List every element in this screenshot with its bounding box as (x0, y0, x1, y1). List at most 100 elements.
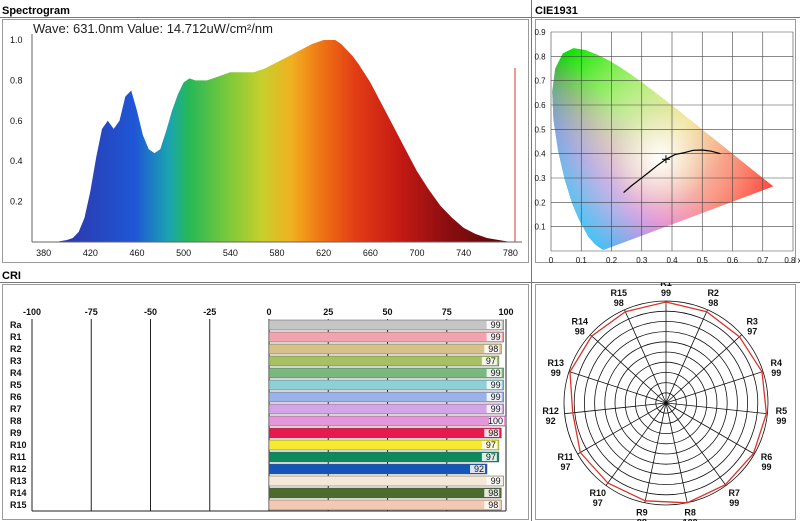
cie-x-tick: 0.8 x (784, 256, 800, 265)
radar-value-label: 99 (771, 368, 781, 378)
cri-value-label: 98 (488, 344, 498, 354)
radar-category-label: R3 (746, 316, 758, 326)
spectrum-readout: Wave: 631.0nm Value: 14.712uW/cm²/nm (33, 21, 273, 36)
radar-category-label: R12 (542, 406, 559, 416)
radar-spoke (665, 402, 727, 486)
radar-value-label: 97 (560, 462, 570, 472)
cri-value-label: 98 (488, 500, 498, 510)
cri-category-label: R7 (10, 404, 22, 414)
cri-value-bg (486, 333, 502, 341)
cri-category-label: R8 (10, 416, 22, 426)
cie-gamut-white (552, 48, 774, 250)
cri-x-tick: -50 (144, 307, 157, 317)
cri-value-bg (470, 465, 486, 473)
radar-spoke (665, 371, 764, 404)
cri-bar (268, 499, 502, 511)
cri-bar (268, 451, 500, 463)
cri-bar (268, 319, 504, 331)
cri-bar (268, 367, 504, 379)
cri-category-label: R15 (10, 500, 27, 510)
radar-value-label: 99 (776, 416, 786, 426)
vertical-separator (531, 0, 532, 521)
cie-y-tick: 0.3 (534, 174, 546, 183)
cri-bar (268, 331, 504, 343)
cri-category-label: R5 (10, 380, 22, 390)
cri-radar-chart: R199R298R397R499R599R699R799R8100R998R10… (542, 283, 788, 521)
radar-spoke (564, 402, 667, 415)
cri-value-label: 99 (491, 380, 501, 390)
spectrum-x-tick: 380 (36, 248, 51, 258)
radar-spoke (665, 402, 768, 415)
cri-category-label: R11 (10, 452, 26, 462)
cri-bar (268, 391, 504, 403)
cri-value-label: 99 (491, 476, 501, 486)
cri-category-label: R13 (10, 476, 27, 486)
cri-value-label: 99 (491, 392, 501, 402)
radar-spoke (589, 334, 667, 404)
radar-category-label: R8 (684, 508, 696, 518)
cri-panel-title: CRI (2, 270, 21, 282)
spectrum-x-tick: 660 (363, 248, 378, 258)
spectrum-y-tick: 0.4 (10, 156, 23, 166)
radar-category-label: R4 (771, 358, 783, 368)
cri-bar (268, 463, 488, 475)
radar-value-label: 99 (551, 368, 561, 378)
top-separator (0, 17, 800, 18)
cri-category-label: R9 (10, 428, 22, 438)
cri-value-label: 98 (488, 428, 498, 438)
cri-bar (268, 343, 502, 355)
cri-x-tick: 75 (442, 307, 452, 317)
cri-category-label: R3 (10, 356, 22, 366)
cie-x-tick: 0.5 (697, 256, 709, 265)
spectrum-x-tick: 540 (223, 248, 238, 258)
cri-bar (268, 439, 500, 451)
radar-spoke (568, 371, 667, 404)
radar-value-label: 98 (708, 298, 718, 308)
radar-value-label: 100 (683, 518, 698, 521)
radar-value-label: 99 (761, 462, 771, 472)
spectrum-area (43, 40, 511, 242)
cri-value-bg (486, 393, 502, 401)
cri-value-bg (484, 345, 500, 353)
cri-value-label: 99 (491, 404, 501, 414)
cri-value-bg (481, 441, 497, 449)
radar-spoke (665, 309, 708, 404)
radar-category-label: R5 (776, 406, 788, 416)
cie-y-tick: 0.6 (534, 101, 546, 110)
cri-value-bg (484, 429, 500, 437)
radar-value-label: 92 (546, 416, 556, 426)
cri-x-tick: -75 (85, 307, 98, 317)
radar-category-label: R9 (636, 508, 648, 518)
radar-category-label: R14 (572, 316, 589, 326)
cie-y-tick: 0.1 (534, 223, 546, 232)
radar-category-label: R15 (611, 288, 628, 298)
cri-value-label: 97 (486, 356, 496, 366)
cie-x-tick: 0.1 (576, 256, 588, 265)
radar-spoke (665, 334, 743, 404)
cie-planckian-locus (623, 149, 721, 194)
cri-x-tick: 100 (498, 307, 513, 317)
radar-value-label: 97 (747, 326, 757, 336)
radar-category-label: R7 (728, 488, 740, 498)
cri-bar (268, 403, 504, 415)
cri-value-label: 97 (486, 452, 496, 462)
radar-values-outline (569, 301, 768, 504)
radar-category-label: R6 (761, 452, 773, 462)
cri-value-bg (486, 477, 502, 485)
cie-x-tick: 0 (549, 256, 554, 265)
cri-x-tick: 50 (382, 307, 392, 317)
spectrum-x-tick: 620 (316, 248, 331, 258)
radar-spoke (624, 309, 667, 404)
spectrum-x-tick: 420 (83, 248, 98, 258)
spectrogram-panel-title: Spectrogram (2, 5, 70, 17)
cie-y-tick: 0.5 (534, 125, 546, 134)
cri-category-label: R10 (10, 440, 27, 450)
cri-value-bg (484, 489, 500, 497)
cri-category-label: R12 (10, 464, 27, 474)
cri-value-bg (489, 417, 504, 425)
cri-x-tick: 0 (266, 307, 271, 317)
spectrum-x-tick: 780 (503, 248, 518, 258)
cri-bar (268, 355, 500, 367)
spectrum-y-tick: 0.2 (10, 197, 23, 207)
value-readout: Value: 14.712uW/cm²/nm (127, 21, 273, 36)
